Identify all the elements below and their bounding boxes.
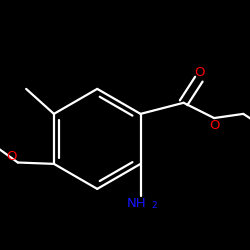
Text: NH: NH [126, 197, 146, 210]
Text: O: O [210, 118, 220, 132]
Text: O: O [194, 66, 205, 79]
Text: O: O [6, 150, 17, 163]
Text: 2: 2 [151, 201, 157, 210]
